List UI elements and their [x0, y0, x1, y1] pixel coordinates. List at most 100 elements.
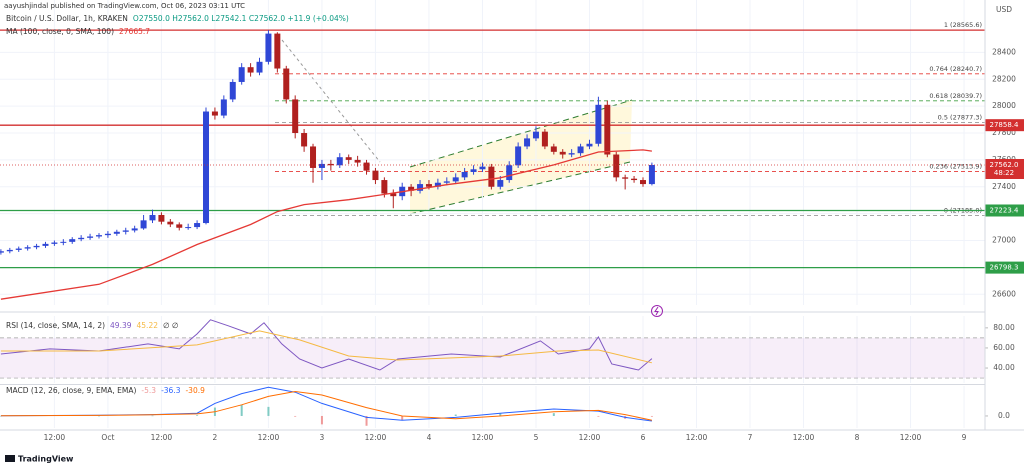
candle-body [211, 111, 218, 116]
histogram-bar [650, 415, 653, 417]
legend-text: 27665.7 [119, 27, 150, 36]
candle-body [488, 166, 495, 187]
event-icon-bolt [654, 306, 659, 316]
candle-body [51, 242, 58, 244]
x-tick-label: 12:00 [44, 433, 66, 442]
histogram-bar [365, 415, 368, 426]
candle-body [220, 99, 227, 116]
current-price-tag [985, 158, 1024, 179]
candle-body [497, 180, 504, 187]
histogram-bar [499, 413, 502, 416]
y-tick-label: 26600 [992, 289, 1016, 298]
moving-average [0, 149, 652, 300]
candle-body [479, 166, 486, 170]
histogram-bar [597, 415, 600, 417]
candle-body [310, 146, 317, 168]
legend-text: RSI (14, close, SMA, 14, 2) [6, 321, 105, 330]
y-tick-label: 40.00 [993, 363, 1015, 372]
x-tick-label: 12:00 [900, 433, 922, 442]
fib-label: 1 (28565.6) [944, 21, 982, 29]
candle-body [327, 163, 334, 166]
candle-body [417, 184, 424, 191]
x-tick-label: 5 [534, 433, 539, 442]
candle-body [283, 68, 290, 100]
footer-logo: TradingView [5, 455, 74, 464]
candle-body [541, 131, 548, 147]
x-tick-label: 3 [320, 433, 325, 442]
candle-body [532, 131, 539, 139]
candle-body [203, 111, 210, 224]
candle-body [24, 247, 31, 249]
fib-label: 0.236 (27513.9) [929, 162, 982, 170]
candle-body [42, 243, 49, 246]
y-tick-label: 0.0 [998, 411, 1010, 420]
candle-body [33, 245, 40, 248]
candle-body [185, 227, 192, 229]
candle-body [461, 171, 468, 178]
x-tick-label: 9 [962, 433, 967, 442]
legend-text: ∅ ∅ [163, 321, 178, 330]
x-tick-label: 12:00 [793, 433, 815, 442]
price-tag [985, 204, 1024, 217]
legend-text: MACD (12, 26, close, 9, EMA, EMA) [6, 386, 136, 395]
candle-body [604, 104, 611, 155]
legend-text: Bitcoin / U.S. Dollar, 1h, KRAKEN [6, 14, 128, 23]
candle-body [408, 186, 415, 191]
legend-text: -5.3 [141, 386, 156, 395]
candle-body [131, 228, 138, 231]
candle-body [336, 157, 343, 166]
histogram-bar [267, 406, 270, 416]
y-tick-label: 27400 [992, 182, 1016, 191]
candle-body [631, 178, 638, 181]
x-tick-label: 12:00 [686, 433, 708, 442]
histogram-bar [240, 404, 243, 416]
candle-body [363, 162, 370, 171]
legend-text: -30.9 [185, 386, 205, 395]
candle-body [434, 182, 441, 187]
rsi-line [0, 319, 653, 371]
candle-body [425, 184, 432, 187]
candle-body [470, 169, 477, 172]
fib-label: 0.618 (28039.7) [929, 92, 982, 100]
candle-body [274, 33, 281, 69]
y-tick-label: 28200 [992, 74, 1016, 83]
x-tick-label: 4 [427, 433, 432, 442]
price-tag-text: 27223.4 [990, 206, 1019, 214]
price-tag [985, 261, 1024, 274]
candle-body [443, 181, 450, 183]
candle-body [292, 99, 299, 134]
y-tick-label: 60.00 [993, 343, 1015, 352]
candle-body [15, 248, 22, 250]
x-tick-label: 7 [748, 433, 753, 442]
x-tick-label: Oct [101, 433, 114, 442]
y-tick-label: 27000 [992, 236, 1016, 245]
candle-body [238, 67, 245, 82]
candle-body [559, 151, 566, 155]
y-tick-label: 28000 [992, 101, 1016, 110]
legend-text: 49.39 [110, 321, 132, 330]
y-tick-label: 28400 [992, 47, 1016, 56]
macd-line [0, 390, 653, 421]
histogram-bar [294, 415, 297, 417]
chart-layers: 12:00 Oct 12:00 2 12:00 3 12:00 4 12:00 5 12:00 6 12… [0, 0, 1024, 442]
publisher: aayushjindal published on TradingView.co… [4, 2, 245, 10]
histogram-bar [97, 415, 100, 417]
x-tick-label: 12:00 [365, 433, 387, 442]
countdown-text: 48:22 [994, 169, 1014, 177]
y-tick-label: 80.00 [993, 323, 1015, 332]
candle-body [149, 214, 156, 221]
x-tick-label: 8 [855, 433, 860, 442]
candle-body [113, 231, 120, 234]
channel-lower [409, 161, 631, 215]
fib-label: 0.5 (27877.3) [938, 114, 982, 122]
candle-body [122, 230, 129, 232]
candle-body [194, 223, 201, 228]
candle-body [613, 154, 620, 178]
candle-body [345, 157, 352, 160]
candle-body [78, 237, 85, 240]
candle-body [452, 177, 459, 182]
candle-body [256, 61, 263, 73]
candle-body [87, 236, 94, 238]
histogram-bar [552, 413, 555, 416]
